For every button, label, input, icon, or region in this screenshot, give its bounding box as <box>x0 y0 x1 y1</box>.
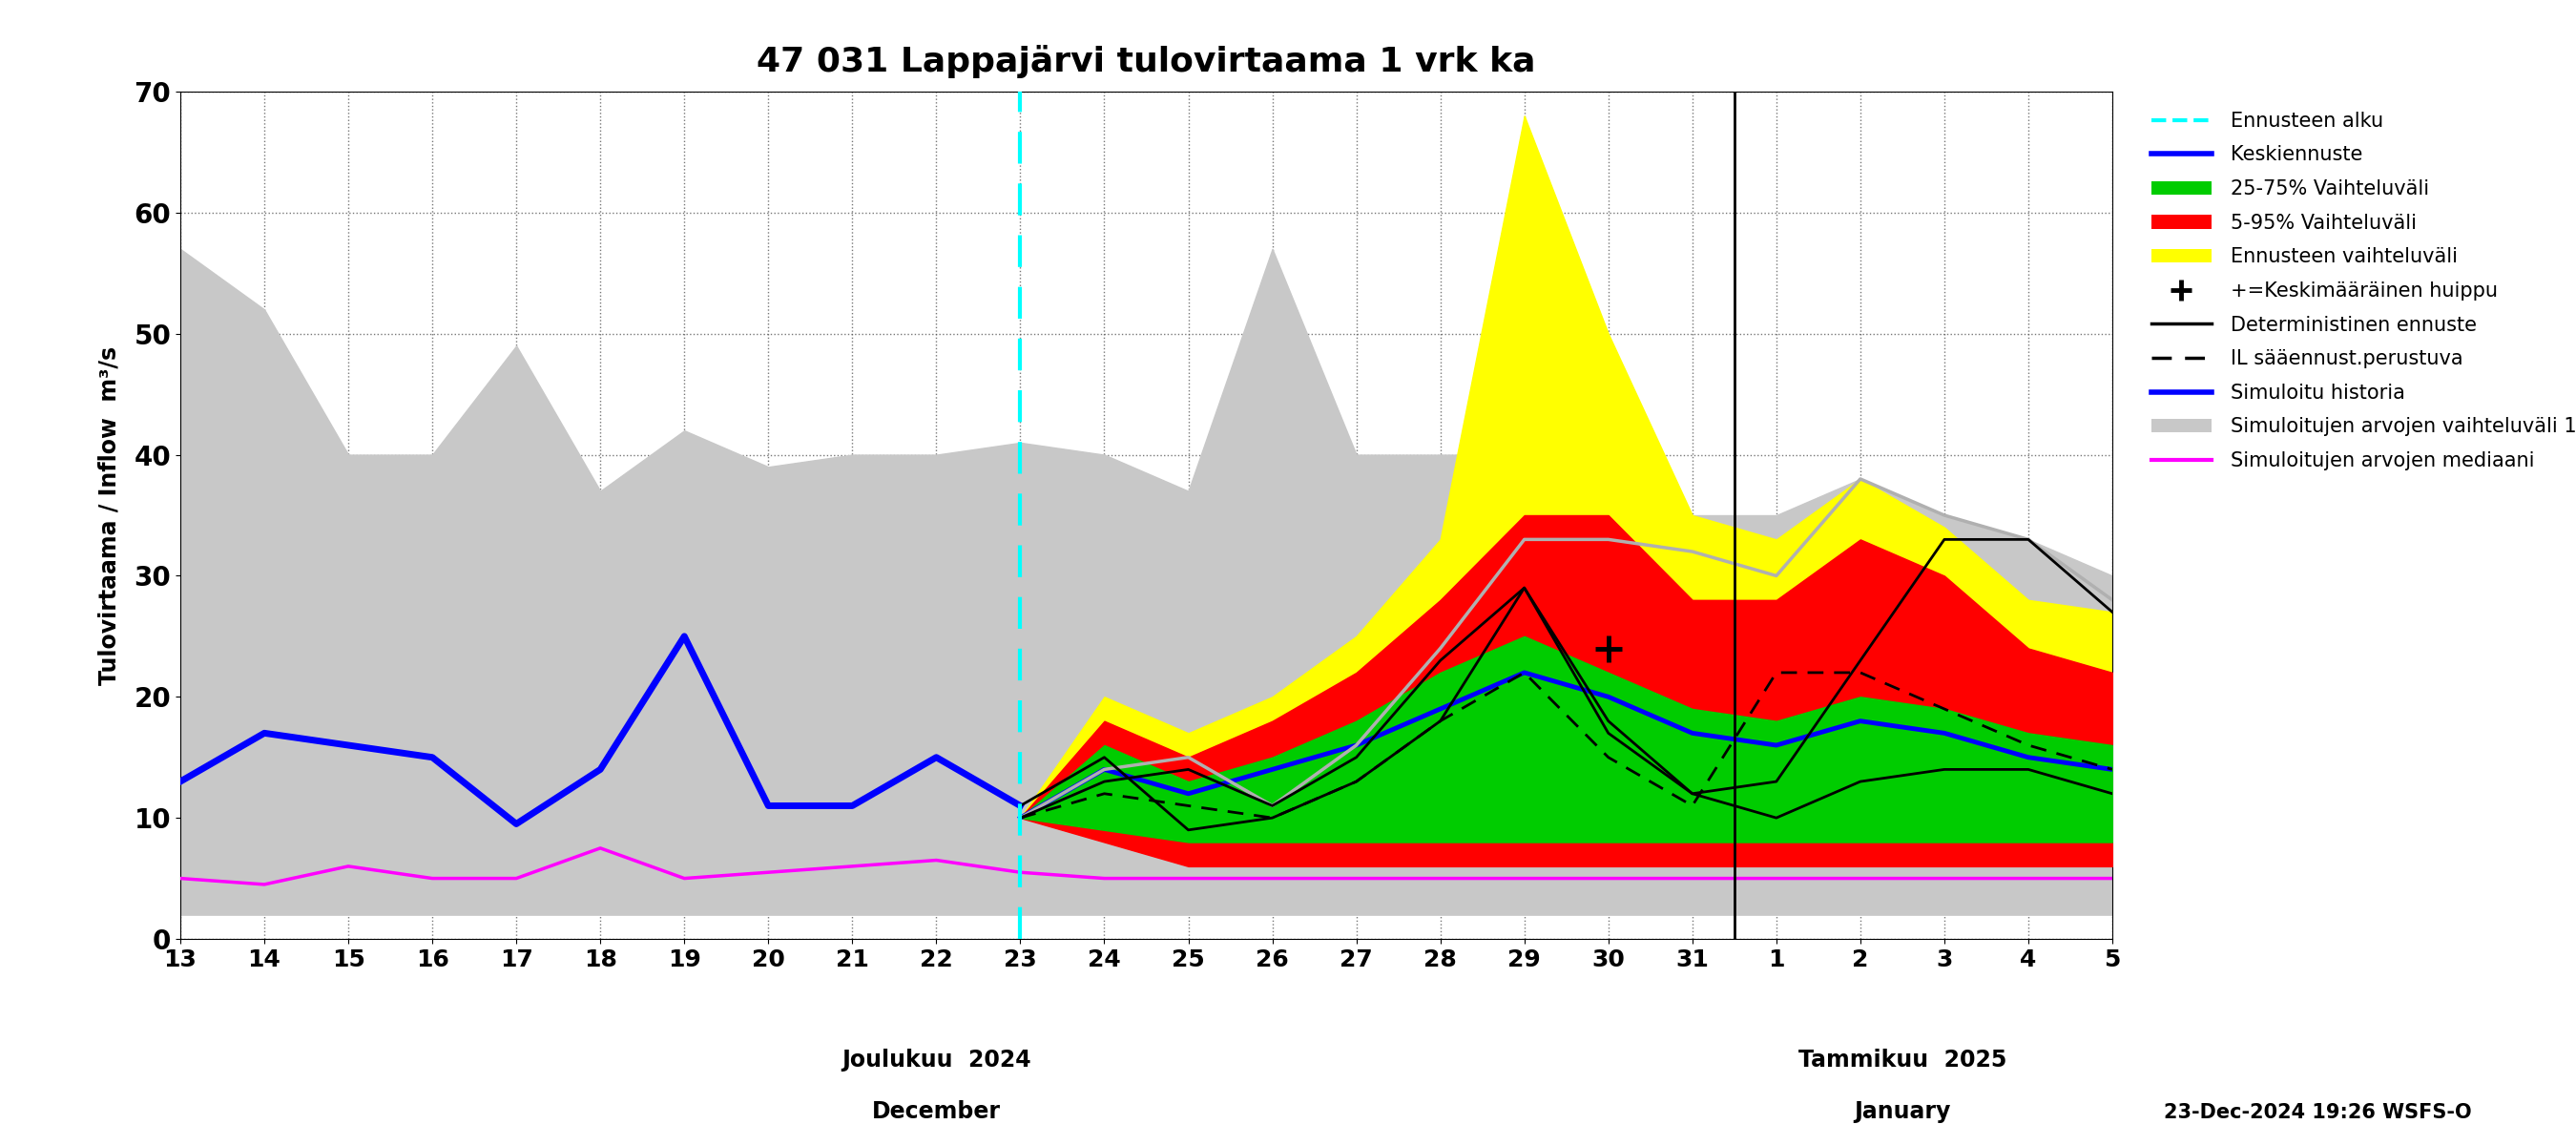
Legend: Ennusteen alku, Keskiennuste, 25-75% Vaihteluväli, 5-95% Vaihteluväli, Ennusteen: Ennusteen alku, Keskiennuste, 25-75% Vai… <box>2141 102 2576 481</box>
Text: Joulukuu  2024: Joulukuu 2024 <box>842 1049 1030 1072</box>
Text: Tammikuu  2025: Tammikuu 2025 <box>1798 1049 2007 1072</box>
Y-axis label: Tulovirtaama / Inflow  m³/s: Tulovirtaama / Inflow m³/s <box>98 346 121 685</box>
Text: 23-Dec-2024 19:26 WSFS-O: 23-Dec-2024 19:26 WSFS-O <box>2164 1103 2470 1122</box>
Text: January: January <box>1855 1100 1950 1123</box>
Title: 47 031 Lappajärvi tulovirtaama 1 vrk ka: 47 031 Lappajärvi tulovirtaama 1 vrk ka <box>757 45 1535 78</box>
Text: December: December <box>871 1100 999 1123</box>
